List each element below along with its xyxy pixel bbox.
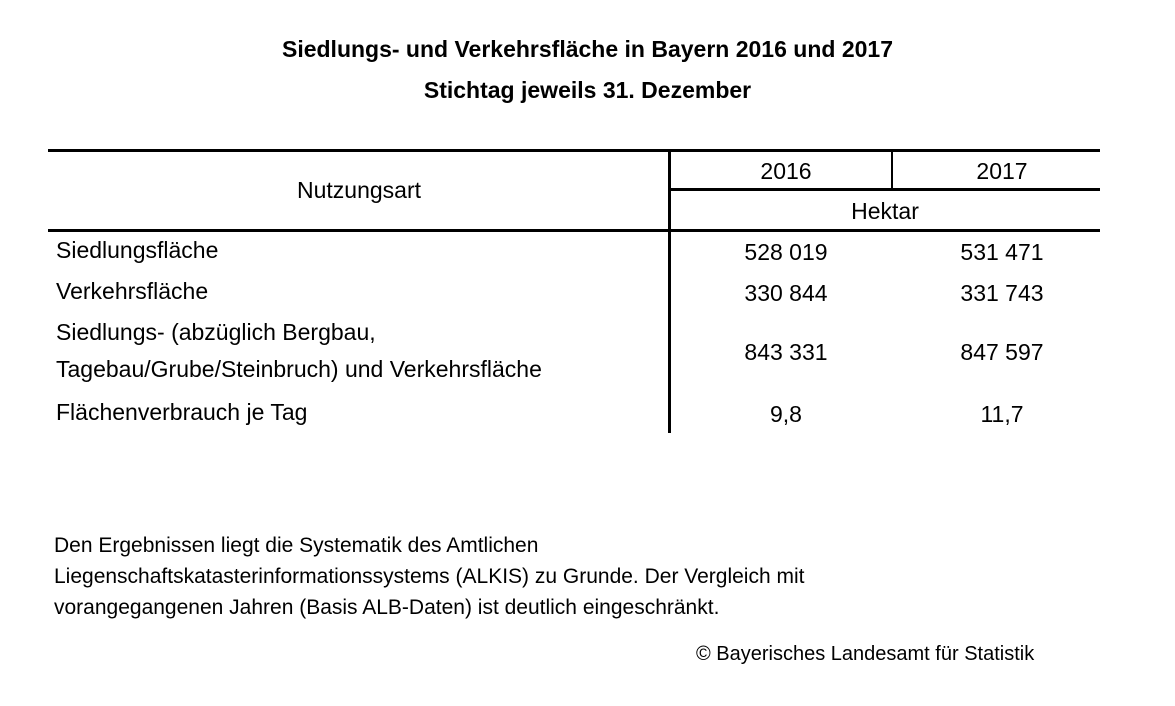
table-top-rule — [48, 149, 1100, 152]
methodology-note: Den Ergebnissen liegt die Systematik des… — [54, 530, 804, 623]
value-2016: 843 331 — [744, 339, 828, 365]
value-2016: 9,8 — [770, 401, 802, 427]
header-year-2017: 2017 — [976, 158, 1028, 184]
value-2016: 528 019 — [744, 239, 828, 265]
header-year-rule — [670, 188, 1100, 191]
value-2017: 331 743 — [960, 280, 1044, 306]
row-label: Flächenverbrauch je Tag — [56, 399, 308, 425]
page-title: Siedlungs- und Verkehrsfläche in Bayern … — [281, 36, 893, 62]
column-divider — [668, 149, 671, 433]
row-label: Verkehrsfläche — [56, 278, 209, 304]
note-line: Den Ergebnissen liegt die Systematik des… — [54, 534, 539, 557]
header-unit: Hektar — [851, 198, 919, 224]
page-subtitle: Stichtag jeweils 31. Dezember — [423, 77, 752, 103]
value-2017: 847 597 — [960, 339, 1044, 365]
year-divider — [891, 151, 893, 189]
value-2017: 531 471 — [960, 239, 1044, 265]
row-label-line1: Siedlungs- (abzüglich Bergbau, — [56, 319, 376, 345]
row-label-line2: Tagebau/Grube/Steinbruch) und Verkehrsfl… — [56, 356, 542, 382]
copyright-notice: © Bayerisches Landesamt für Statistik — [696, 643, 1035, 665]
header-nutzungsart: Nutzungsart — [296, 177, 421, 203]
row-label: Siedlungsfläche — [56, 237, 219, 263]
note-line: Liegenschaftskatasterinformationssystems… — [54, 565, 805, 588]
header-year-2016: 2016 — [760, 158, 812, 184]
value-2017: 11,7 — [980, 401, 1024, 427]
header-bottom-rule — [48, 229, 1100, 232]
note-line: vorangegangenen Jahren (Basis ALB-Daten)… — [54, 596, 720, 619]
value-2016: 330 844 — [744, 280, 828, 306]
